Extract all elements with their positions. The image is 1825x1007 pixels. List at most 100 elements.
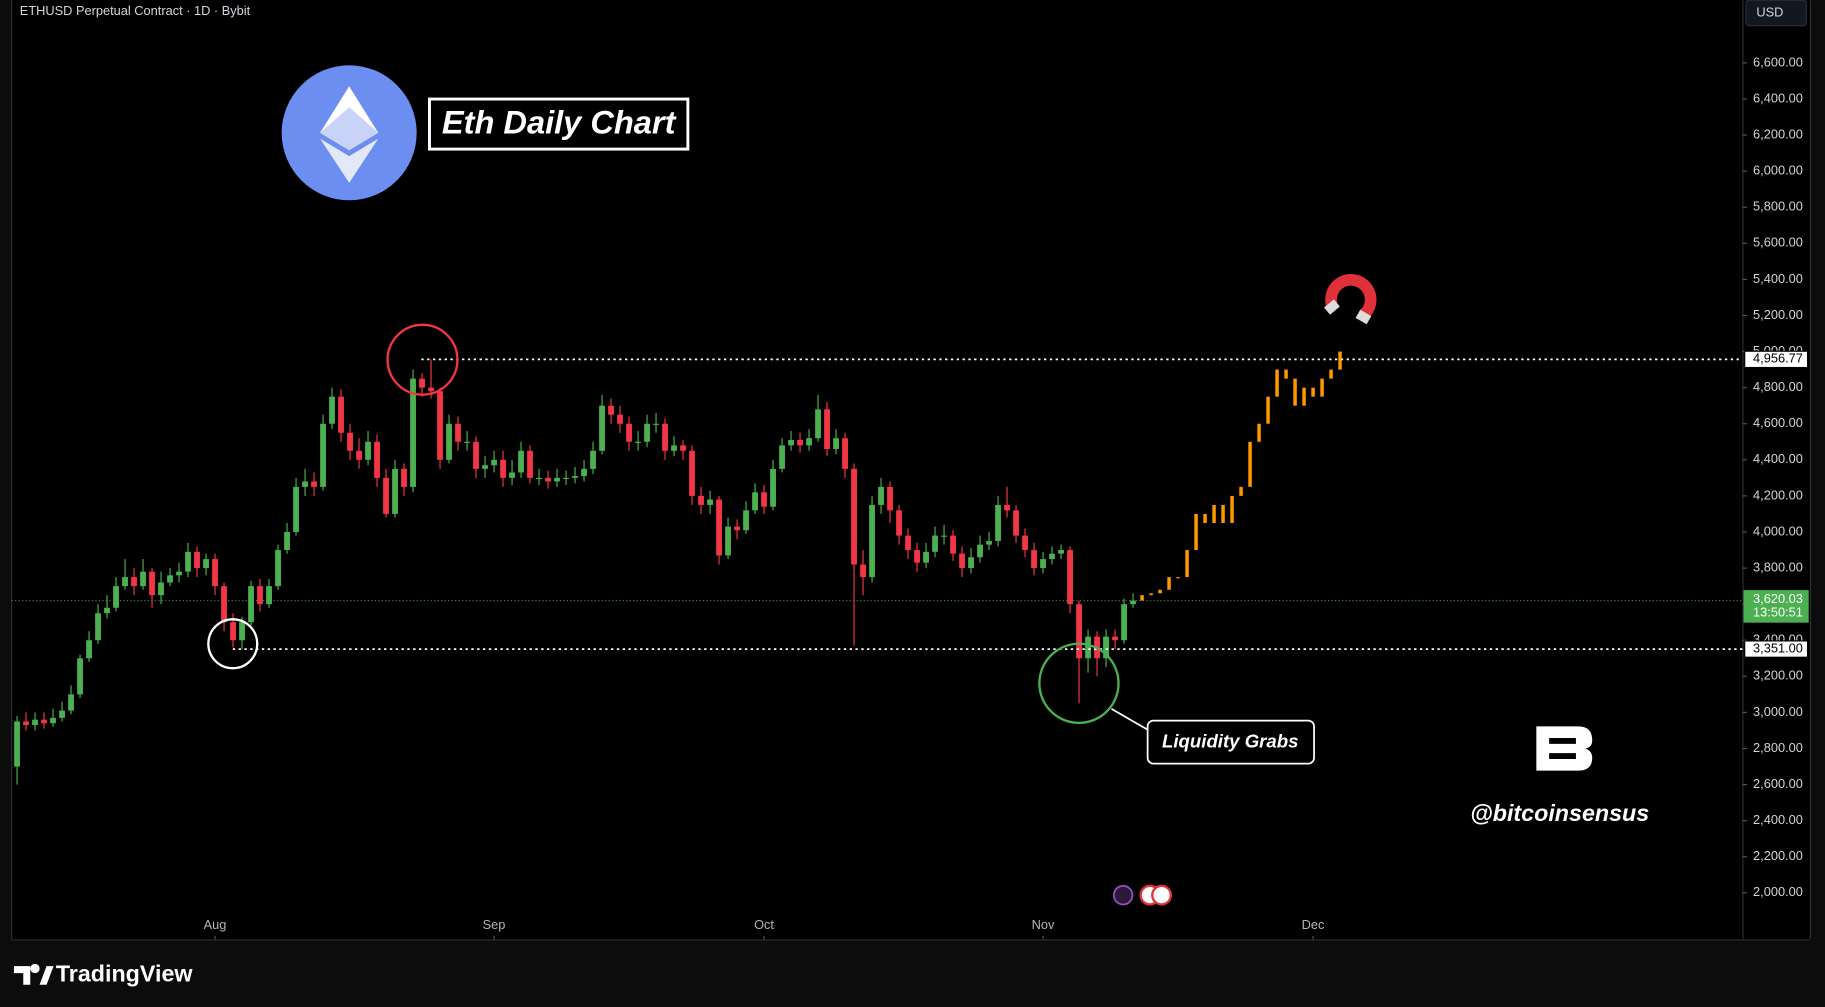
candle-body: [104, 607, 110, 614]
y-tick-label: 4,000.00: [1753, 523, 1803, 538]
candle-body: [383, 477, 389, 514]
candle-body: [995, 504, 1001, 542]
candle-body: [545, 477, 551, 482]
candle-body: [356, 450, 362, 460]
currency[interactable]: USD: [1756, 4, 1783, 19]
candle-body: [617, 414, 623, 424]
candle-body: [770, 468, 776, 507]
candle-body: [302, 481, 308, 487]
projection-bar: [1266, 396, 1270, 424]
candle-body: [1085, 636, 1091, 659]
candle-body: [1058, 550, 1064, 554]
candle-body: [14, 721, 20, 767]
candle-body: [950, 535, 956, 554]
candle-body: [509, 472, 515, 478]
y-tick-label: 2,600.00: [1753, 776, 1803, 791]
magnet-tip: [1324, 299, 1340, 315]
candle-body: [32, 719, 38, 726]
candle-body: [527, 450, 533, 478]
y-tick-label: 3,000.00: [1753, 704, 1803, 719]
projection-bar: [1140, 595, 1144, 601]
candle-body: [140, 571, 146, 587]
y-tick-label: 2,000.00: [1753, 884, 1803, 899]
candle-body: [977, 544, 983, 558]
candle-body: [797, 439, 803, 446]
candle-body: [536, 477, 542, 480]
candle-body: [185, 551, 191, 572]
candle-body: [1004, 504, 1010, 511]
currency-button[interactable]: [1745, 0, 1807, 27]
brand-icon: [13, 963, 54, 985]
candle-body: [266, 586, 272, 605]
candle-body: [59, 710, 65, 718]
candle-body: [1022, 535, 1028, 551]
candle-body: [149, 571, 155, 596]
candle-body: [761, 492, 767, 507]
candle-body: [635, 441, 641, 443]
x-tick-label: Nov: [1032, 917, 1055, 932]
candle-body: [1103, 636, 1109, 659]
last-price-label: 3,620.03: [1753, 591, 1803, 606]
eth-logo-bottom: [320, 138, 379, 183]
candle-body: [608, 405, 614, 415]
candle-body: [716, 499, 722, 556]
candle-body: [518, 450, 524, 473]
y-tick-label: 2,400.00: [1753, 812, 1803, 827]
candle-body: [41, 719, 47, 724]
candle-body: [212, 559, 218, 587]
plot-area: [11, 0, 1810, 940]
candle-body: [1049, 553, 1055, 560]
candle-body: [437, 391, 443, 460]
candle-body: [338, 396, 344, 433]
candle-body: [77, 658, 83, 695]
candle-body: [500, 459, 506, 478]
candle-body: [1067, 550, 1073, 605]
candle-body: [860, 564, 866, 578]
watermark: @bitcoinsensus: [1470, 800, 1649, 826]
candle-body: [482, 465, 488, 469]
y-tick-label: 3,200.00: [1753, 668, 1803, 683]
candle-body: [707, 499, 713, 505]
candle-body: [428, 387, 434, 392]
candle-body: [734, 526, 740, 531]
projection-bar: [1149, 593, 1153, 596]
projection-bar: [1257, 423, 1261, 442]
event-icon[interactable]: [1151, 884, 1173, 906]
projection-bar: [1311, 387, 1315, 397]
projection-bar: [1284, 369, 1288, 379]
candle-body: [365, 441, 371, 460]
projection-bar: [1230, 495, 1234, 523]
y-tick-label: 6,200.00: [1753, 126, 1803, 141]
candle-body: [626, 423, 632, 442]
x-tick-label: Dec: [1302, 917, 1325, 932]
candle-body: [1076, 604, 1082, 659]
event-icon[interactable]: [1112, 884, 1134, 906]
y-tick-label: 5,600.00: [1753, 235, 1803, 250]
callout-box: [1146, 719, 1315, 765]
countdown: 13:50:51: [1753, 605, 1803, 620]
eth-logo-top-shade: [320, 107, 379, 151]
candle-body: [572, 476, 578, 478]
candle-body: [743, 510, 749, 531]
candle-body: [320, 423, 326, 487]
candle-body: [824, 409, 830, 449]
x-tick-label: Sep: [483, 917, 506, 932]
candle-body: [50, 717, 56, 724]
candle-body: [662, 423, 668, 451]
candle-body: [167, 575, 173, 583]
candle-body: [968, 557, 974, 569]
candle-body: [176, 571, 182, 576]
candle-body: [113, 586, 119, 608]
projection-bar: [1239, 486, 1243, 496]
candle-body: [23, 721, 29, 726]
candle-body: [1121, 604, 1127, 641]
y-tick-label: 5,800.00: [1753, 199, 1803, 214]
candle-body: [131, 577, 137, 587]
candle-body: [905, 535, 911, 551]
candle-body: [725, 526, 731, 556]
candle-body: [86, 640, 92, 659]
y-tick-label: 6,400.00: [1753, 90, 1803, 105]
projection-bar: [1158, 589, 1162, 594]
candle-body: [221, 586, 227, 623]
